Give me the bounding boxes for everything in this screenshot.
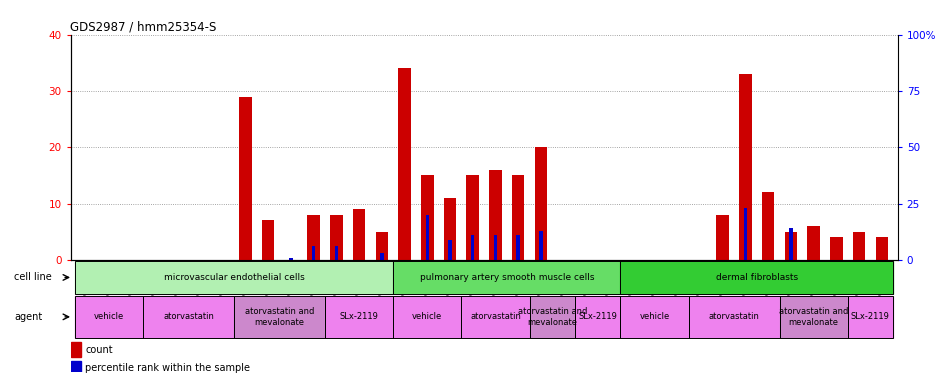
- Bar: [290, 258, 292, 260]
- Bar: [380, 253, 384, 260]
- Bar: [689, 296, 779, 338]
- Bar: [399, 68, 411, 260]
- Bar: [462, 296, 529, 338]
- Bar: [790, 228, 792, 260]
- Bar: [393, 296, 462, 338]
- Bar: [325, 296, 393, 338]
- Bar: [75, 296, 143, 338]
- Text: microvascular endothelial cells: microvascular endothelial cells: [164, 273, 305, 282]
- Bar: [830, 237, 842, 260]
- Bar: [489, 170, 502, 260]
- Bar: [393, 296, 462, 338]
- Bar: [744, 208, 747, 260]
- Bar: [307, 215, 320, 260]
- Text: SLx-2119: SLx-2119: [339, 312, 379, 321]
- Bar: [352, 209, 366, 260]
- Bar: [620, 296, 689, 338]
- Bar: [330, 215, 343, 260]
- Bar: [335, 246, 338, 260]
- Bar: [444, 198, 456, 260]
- Bar: [75, 261, 393, 295]
- Text: atorvastatin and
mevalonate: atorvastatin and mevalonate: [245, 307, 314, 326]
- Text: GDS2987 / hmm25354-S: GDS2987 / hmm25354-S: [70, 20, 217, 33]
- Bar: [143, 296, 234, 338]
- Text: pulmonary artery smooth muscle cells: pulmonary artery smooth muscle cells: [419, 273, 594, 282]
- Bar: [689, 296, 779, 338]
- Bar: [262, 220, 274, 260]
- Bar: [75, 261, 393, 295]
- Bar: [393, 261, 620, 295]
- Bar: [471, 235, 475, 260]
- Text: atorvastatin: atorvastatin: [470, 312, 521, 321]
- Bar: [75, 296, 143, 338]
- Bar: [762, 192, 775, 260]
- Bar: [494, 235, 497, 260]
- Bar: [512, 175, 525, 260]
- Bar: [529, 296, 575, 338]
- Bar: [620, 261, 893, 295]
- Bar: [70, 361, 81, 376]
- Bar: [848, 296, 893, 338]
- Bar: [516, 235, 520, 260]
- Bar: [421, 175, 433, 260]
- Bar: [540, 230, 542, 260]
- Bar: [575, 296, 620, 338]
- Text: vehicle: vehicle: [412, 312, 443, 321]
- Bar: [325, 296, 393, 338]
- Text: atorvastatin: atorvastatin: [164, 312, 214, 321]
- Text: percentile rank within the sample: percentile rank within the sample: [86, 363, 250, 373]
- Bar: [779, 296, 848, 338]
- Bar: [234, 296, 325, 338]
- Text: atorvastatin: atorvastatin: [709, 312, 760, 321]
- Text: vehicle: vehicle: [94, 312, 124, 321]
- Bar: [70, 342, 81, 357]
- Bar: [785, 232, 797, 260]
- Bar: [575, 296, 620, 338]
- Bar: [853, 232, 866, 260]
- Text: cell line: cell line: [14, 272, 52, 283]
- Bar: [240, 96, 252, 260]
- Text: atorvastatin and
mevalonate: atorvastatin and mevalonate: [779, 307, 848, 326]
- Bar: [312, 246, 316, 260]
- Bar: [426, 215, 429, 260]
- Bar: [779, 296, 848, 338]
- Bar: [875, 237, 888, 260]
- Bar: [448, 240, 452, 260]
- Bar: [462, 296, 529, 338]
- Bar: [620, 261, 893, 295]
- Text: count: count: [86, 344, 113, 354]
- Bar: [143, 296, 234, 338]
- Bar: [234, 296, 325, 338]
- Text: SLx-2119: SLx-2119: [578, 312, 618, 321]
- Text: atorvastatin and
mevalonate: atorvastatin and mevalonate: [518, 307, 587, 326]
- Bar: [529, 296, 575, 338]
- Bar: [716, 215, 728, 260]
- Text: agent: agent: [14, 312, 42, 322]
- Bar: [535, 147, 547, 260]
- Bar: [620, 296, 689, 338]
- Text: dermal fibroblasts: dermal fibroblasts: [715, 273, 798, 282]
- Bar: [739, 74, 752, 260]
- Bar: [807, 226, 820, 260]
- Bar: [393, 261, 620, 295]
- Bar: [466, 175, 479, 260]
- Bar: [376, 232, 388, 260]
- Bar: [848, 296, 893, 338]
- Text: vehicle: vehicle: [639, 312, 669, 321]
- Text: SLx-2119: SLx-2119: [851, 312, 890, 321]
